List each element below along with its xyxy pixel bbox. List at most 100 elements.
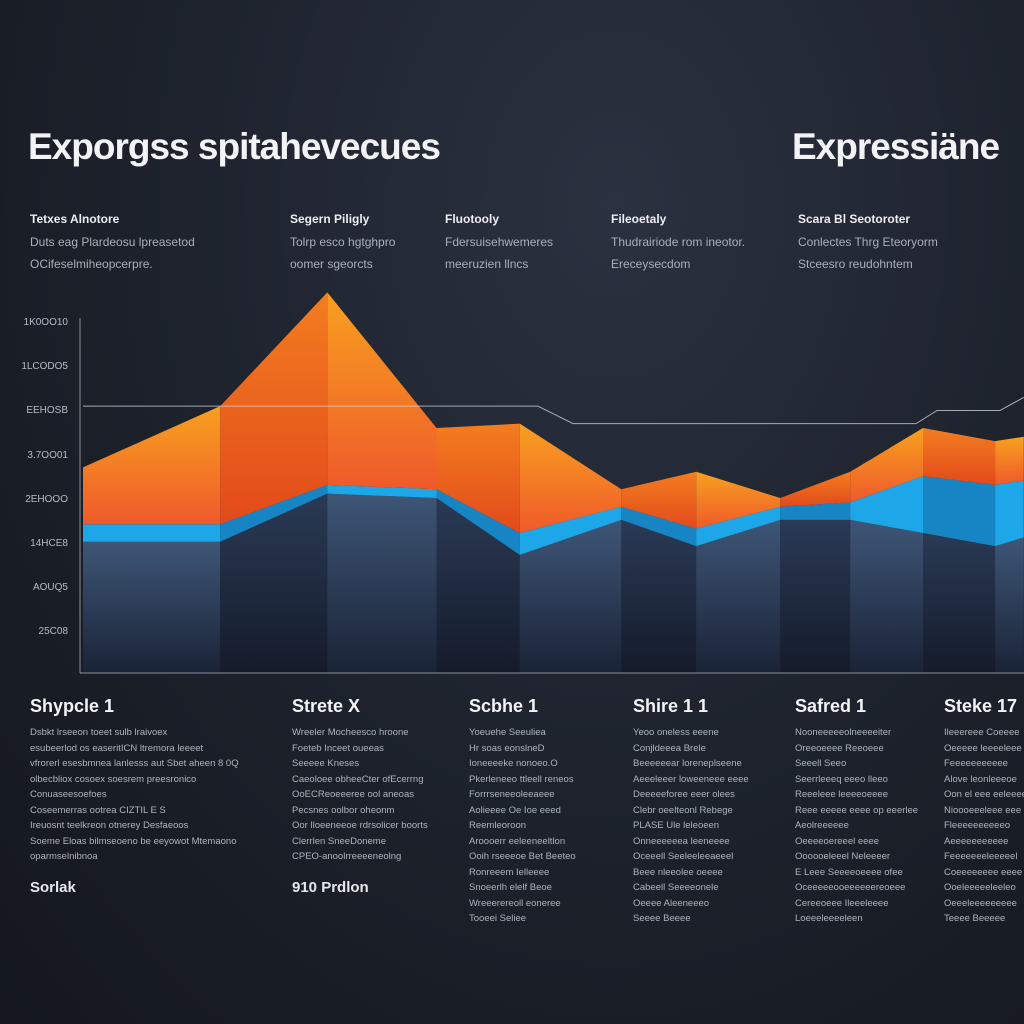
- summary-column-text: Conjldeeea Brele: [633, 742, 706, 754]
- top-area-segment: [220, 292, 328, 525]
- summary-column-text: Cereeoeee Ileeeleeee: [795, 897, 889, 909]
- summary-column-text: Aeeeleeer loweeneee eeee: [633, 773, 749, 785]
- summary-column-text: Wreeerereoll eoneree: [469, 897, 561, 909]
- summary-column: Shire 1 1 Yeoo oneless eeene Conjldeeea Br…: [633, 696, 823, 929]
- top-area-segment: [83, 406, 221, 525]
- summary-column-text: Conuaseesoefoes: [30, 789, 107, 800]
- summary-column-text: Aeeeeeeeeeee: [944, 835, 1009, 847]
- summary-column-text: Snoeerlh elelf Beoe: [469, 882, 552, 893]
- top-area-segment: [850, 428, 923, 503]
- summary-column-text: Yeoo oneless eeene: [633, 727, 719, 738]
- summary-column-text: Ooih rseeeoe Bet Beeteo: [469, 851, 576, 862]
- summary-column-text: Seeee Beeee: [633, 913, 691, 924]
- summary-column-text: CPEO-anoolrreeeeneolng: [292, 851, 402, 862]
- summary-column-title: Steke 17: [944, 696, 1018, 716]
- summary-column-text: Oeeeee leeeeleee: [944, 742, 1022, 754]
- summary-column-text: Loeeeleeeeleen: [795, 913, 863, 924]
- summary-column-text: Coseemerras ootrea CIZTIL E S: [30, 804, 166, 816]
- summary-column-text: Alove leonleeeoe: [944, 773, 1017, 785]
- summary-column-text: Tooeei Seliee: [469, 913, 527, 924]
- summary-column-text: Aroooerr eeleeneeltlon: [469, 835, 566, 847]
- summary-column-text: Reeeleee leeeeoeeee: [795, 789, 888, 800]
- base-area-segment: [850, 519, 923, 673]
- summary-column-text: Onneeeeeea leeneeee: [633, 835, 730, 847]
- header-column-title: Tetxes Alnotore: [30, 212, 120, 226]
- summary-column-title: Strete X: [292, 696, 361, 716]
- summary-column-text: vfrorerl esesbmnea lanlesss aut Sbet ahe…: [30, 758, 239, 769]
- header-column-title: Segern Piligly: [290, 212, 370, 226]
- header-column: Fileoetaly Thudrairiode rom ineotor. Erece…: [611, 212, 811, 279]
- y-tick-label: EEHOSB: [26, 405, 68, 417]
- y-tick-label: 14HCE8: [30, 538, 68, 549]
- middle-band-segment: [850, 476, 923, 533]
- summary-column-text: Caeoloee obheeCter ofEcerrng: [292, 773, 424, 785]
- summary-column-text: Hr soas eonslneD: [469, 742, 545, 754]
- middle-band-segment: [995, 480, 1024, 547]
- summary-column-footer: 910 Prdlon: [292, 878, 369, 896]
- header-column-text: Tolrp esco hgtghpro: [290, 235, 396, 249]
- summary-column-text: Teeee Beeeee: [944, 913, 1006, 924]
- header-column-text: meeruzien llncs: [445, 257, 529, 271]
- header-column-text: Conlectes Thrg Eteoryorm: [798, 235, 938, 249]
- summary-column-text: Aolieeee Oe Ioe eeed: [469, 804, 561, 816]
- summary-column-text: Yoeuehe Seeuliea: [469, 727, 546, 738]
- summary-column-text: oparmselnibnoa: [30, 851, 98, 862]
- y-tick-label: 25C08: [38, 626, 68, 638]
- summary-column-title: Scbhe 1: [469, 696, 539, 716]
- header-column-text: Fdersuisehwemeres: [445, 235, 554, 249]
- summary-column-text: Wreeler Mocheesco hroone: [292, 727, 409, 738]
- summary-column-text: olbecbliox cosoex soesrem preesronico: [30, 773, 197, 785]
- header-column-title: Scara Bl Seotoroter: [798, 212, 911, 226]
- summary-column-text: Ioneeeeke nonoeo.O: [469, 758, 558, 769]
- chart-title-left: Exporgss spitahevecues: [28, 126, 441, 167]
- top-area-segment: [923, 428, 996, 485]
- summary-column-text: Nooneeeeeolneeeeiter: [795, 727, 892, 738]
- summary-column-text: Pecsnes oolbor oheonm: [292, 804, 395, 816]
- header-column-text: oomer sgeorcts: [290, 257, 373, 271]
- summary-column-text: OoECReoeeeree ool aneoas: [292, 789, 415, 800]
- middle-band-segment: [83, 524, 221, 542]
- summary-column-text: Cabeell Seeeeonele: [633, 882, 719, 893]
- reference-line: [83, 396, 1024, 425]
- top-area-segment: [780, 471, 851, 507]
- middle-band-segment: [696, 506, 781, 547]
- top-area-segment: [327, 292, 437, 490]
- summary-column-text: Ireuosnt teelkreon otnerey Desfaeoos: [30, 820, 189, 831]
- header-column: Scara Bl Seotoroter Conlectes Thrg Eteory…: [798, 212, 998, 279]
- header-column: Segern Piligly Tolrp esco hgtghpro oomer s…: [290, 212, 490, 279]
- summary-column-text: Soeme Eloas bilmseoeno be eeyowot Mtemao…: [30, 835, 237, 847]
- header-column-text: Ereceysecdom: [611, 257, 691, 271]
- header-column-text: OCifeselmiheopcerpre.: [30, 257, 153, 271]
- header-column-text: Thudrairiode rom ineotor.: [611, 235, 746, 249]
- summary-column-text: Beeeeeear loreneplseene: [633, 758, 742, 769]
- summary-column-text: Oooooeleeel Neleeeer: [795, 851, 891, 862]
- summary-column-text: Beee nleeolee oeeee: [633, 866, 723, 878]
- summary-column: Safred 1 Nooneeeeeolneeeeiter Oreeoeeee Re…: [795, 696, 985, 929]
- summary-column-text: Ileeereee Coeeee: [944, 727, 1020, 738]
- base-area-segment: [220, 493, 328, 673]
- middle-band-segment: [780, 502, 851, 520]
- middle-band-segment: [327, 484, 437, 498]
- base-area-segment: [780, 519, 851, 673]
- middle-band-segment: [621, 506, 697, 547]
- summary-column-text: Oeeeeoereeel eeee: [795, 835, 879, 847]
- summary-column-text: Foeteb Inceet oueeas: [292, 742, 384, 754]
- summary-column-text: Pkerleneeo ttleell reneos: [469, 773, 574, 785]
- summary-column-text: Oceeell Seeleeleeaeeel: [633, 851, 734, 862]
- base-area-segment: [923, 533, 996, 673]
- summary-column-text: Oreeoeeee Reeoeee: [795, 742, 884, 754]
- y-tick-label: 3.7OO01: [27, 449, 68, 461]
- y-tick-label: 1K0OO10: [23, 317, 68, 328]
- header-column-title: Fileoetaly: [611, 212, 667, 226]
- summary-column: Scbhe 1 Yoeuehe Seeuliea Hr soas eonslneD I…: [469, 696, 659, 929]
- base-area-segment: [519, 519, 622, 673]
- header-column-text: Duts eag Plardeosu lpreasetod: [30, 235, 195, 249]
- middle-band-segment: [519, 506, 622, 555]
- header-column: Tetxes Alnotore Duts eag Plardeosu lpreas…: [30, 212, 230, 279]
- summary-column-text: Seerrleeeq eeeo lleeo: [795, 773, 888, 785]
- middle-band-segment: [436, 489, 520, 555]
- middle-band-segment: [923, 476, 996, 547]
- summary-column-text: PLASE Ule leleoeen: [633, 820, 720, 831]
- top-area-segment: [696, 471, 781, 529]
